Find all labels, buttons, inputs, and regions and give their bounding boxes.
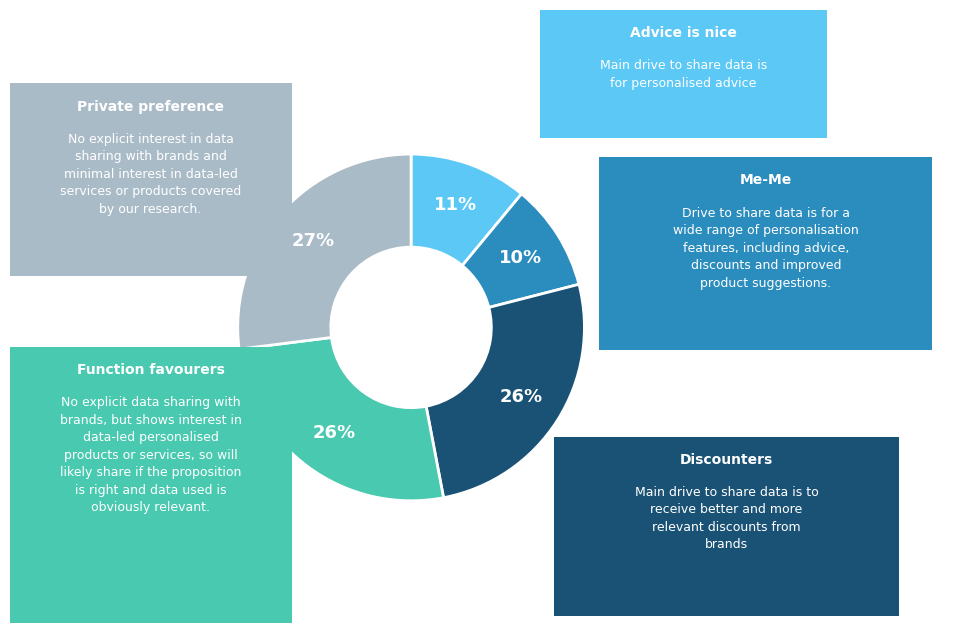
Wedge shape	[239, 338, 444, 501]
Text: Drive to share data is for a
wide range of personalisation
features, including a: Drive to share data is for a wide range …	[673, 207, 858, 290]
Wedge shape	[411, 154, 522, 266]
Text: No explicit interest in data
sharing with brands and
minimal interest in data-le: No explicit interest in data sharing wit…	[60, 133, 241, 216]
Wedge shape	[238, 154, 411, 349]
Text: Private preference: Private preference	[77, 100, 224, 114]
Text: Main drive to share data is
for personalised advice: Main drive to share data is for personal…	[600, 59, 767, 90]
Text: Main drive to share data is to
receive better and more
relevant discounts from
b: Main drive to share data is to receive b…	[635, 486, 818, 551]
FancyBboxPatch shape	[599, 157, 932, 350]
Text: Advice is nice: Advice is nice	[630, 26, 737, 40]
Wedge shape	[463, 194, 579, 308]
Text: Discounters: Discounters	[680, 453, 773, 467]
Text: Function favourers: Function favourers	[76, 363, 225, 377]
FancyBboxPatch shape	[540, 10, 827, 138]
Text: 26%: 26%	[314, 424, 357, 442]
FancyBboxPatch shape	[10, 347, 292, 623]
Wedge shape	[426, 284, 584, 498]
Text: 10%: 10%	[499, 248, 542, 267]
Text: No explicit data sharing with
brands, but shows interest in
data-led personalise: No explicit data sharing with brands, bu…	[59, 396, 242, 514]
FancyBboxPatch shape	[10, 83, 292, 276]
FancyBboxPatch shape	[554, 437, 899, 616]
Text: 26%: 26%	[499, 388, 542, 406]
Text: Me-Me: Me-Me	[740, 173, 792, 187]
Text: 11%: 11%	[434, 196, 477, 214]
Text: 27%: 27%	[292, 232, 336, 250]
